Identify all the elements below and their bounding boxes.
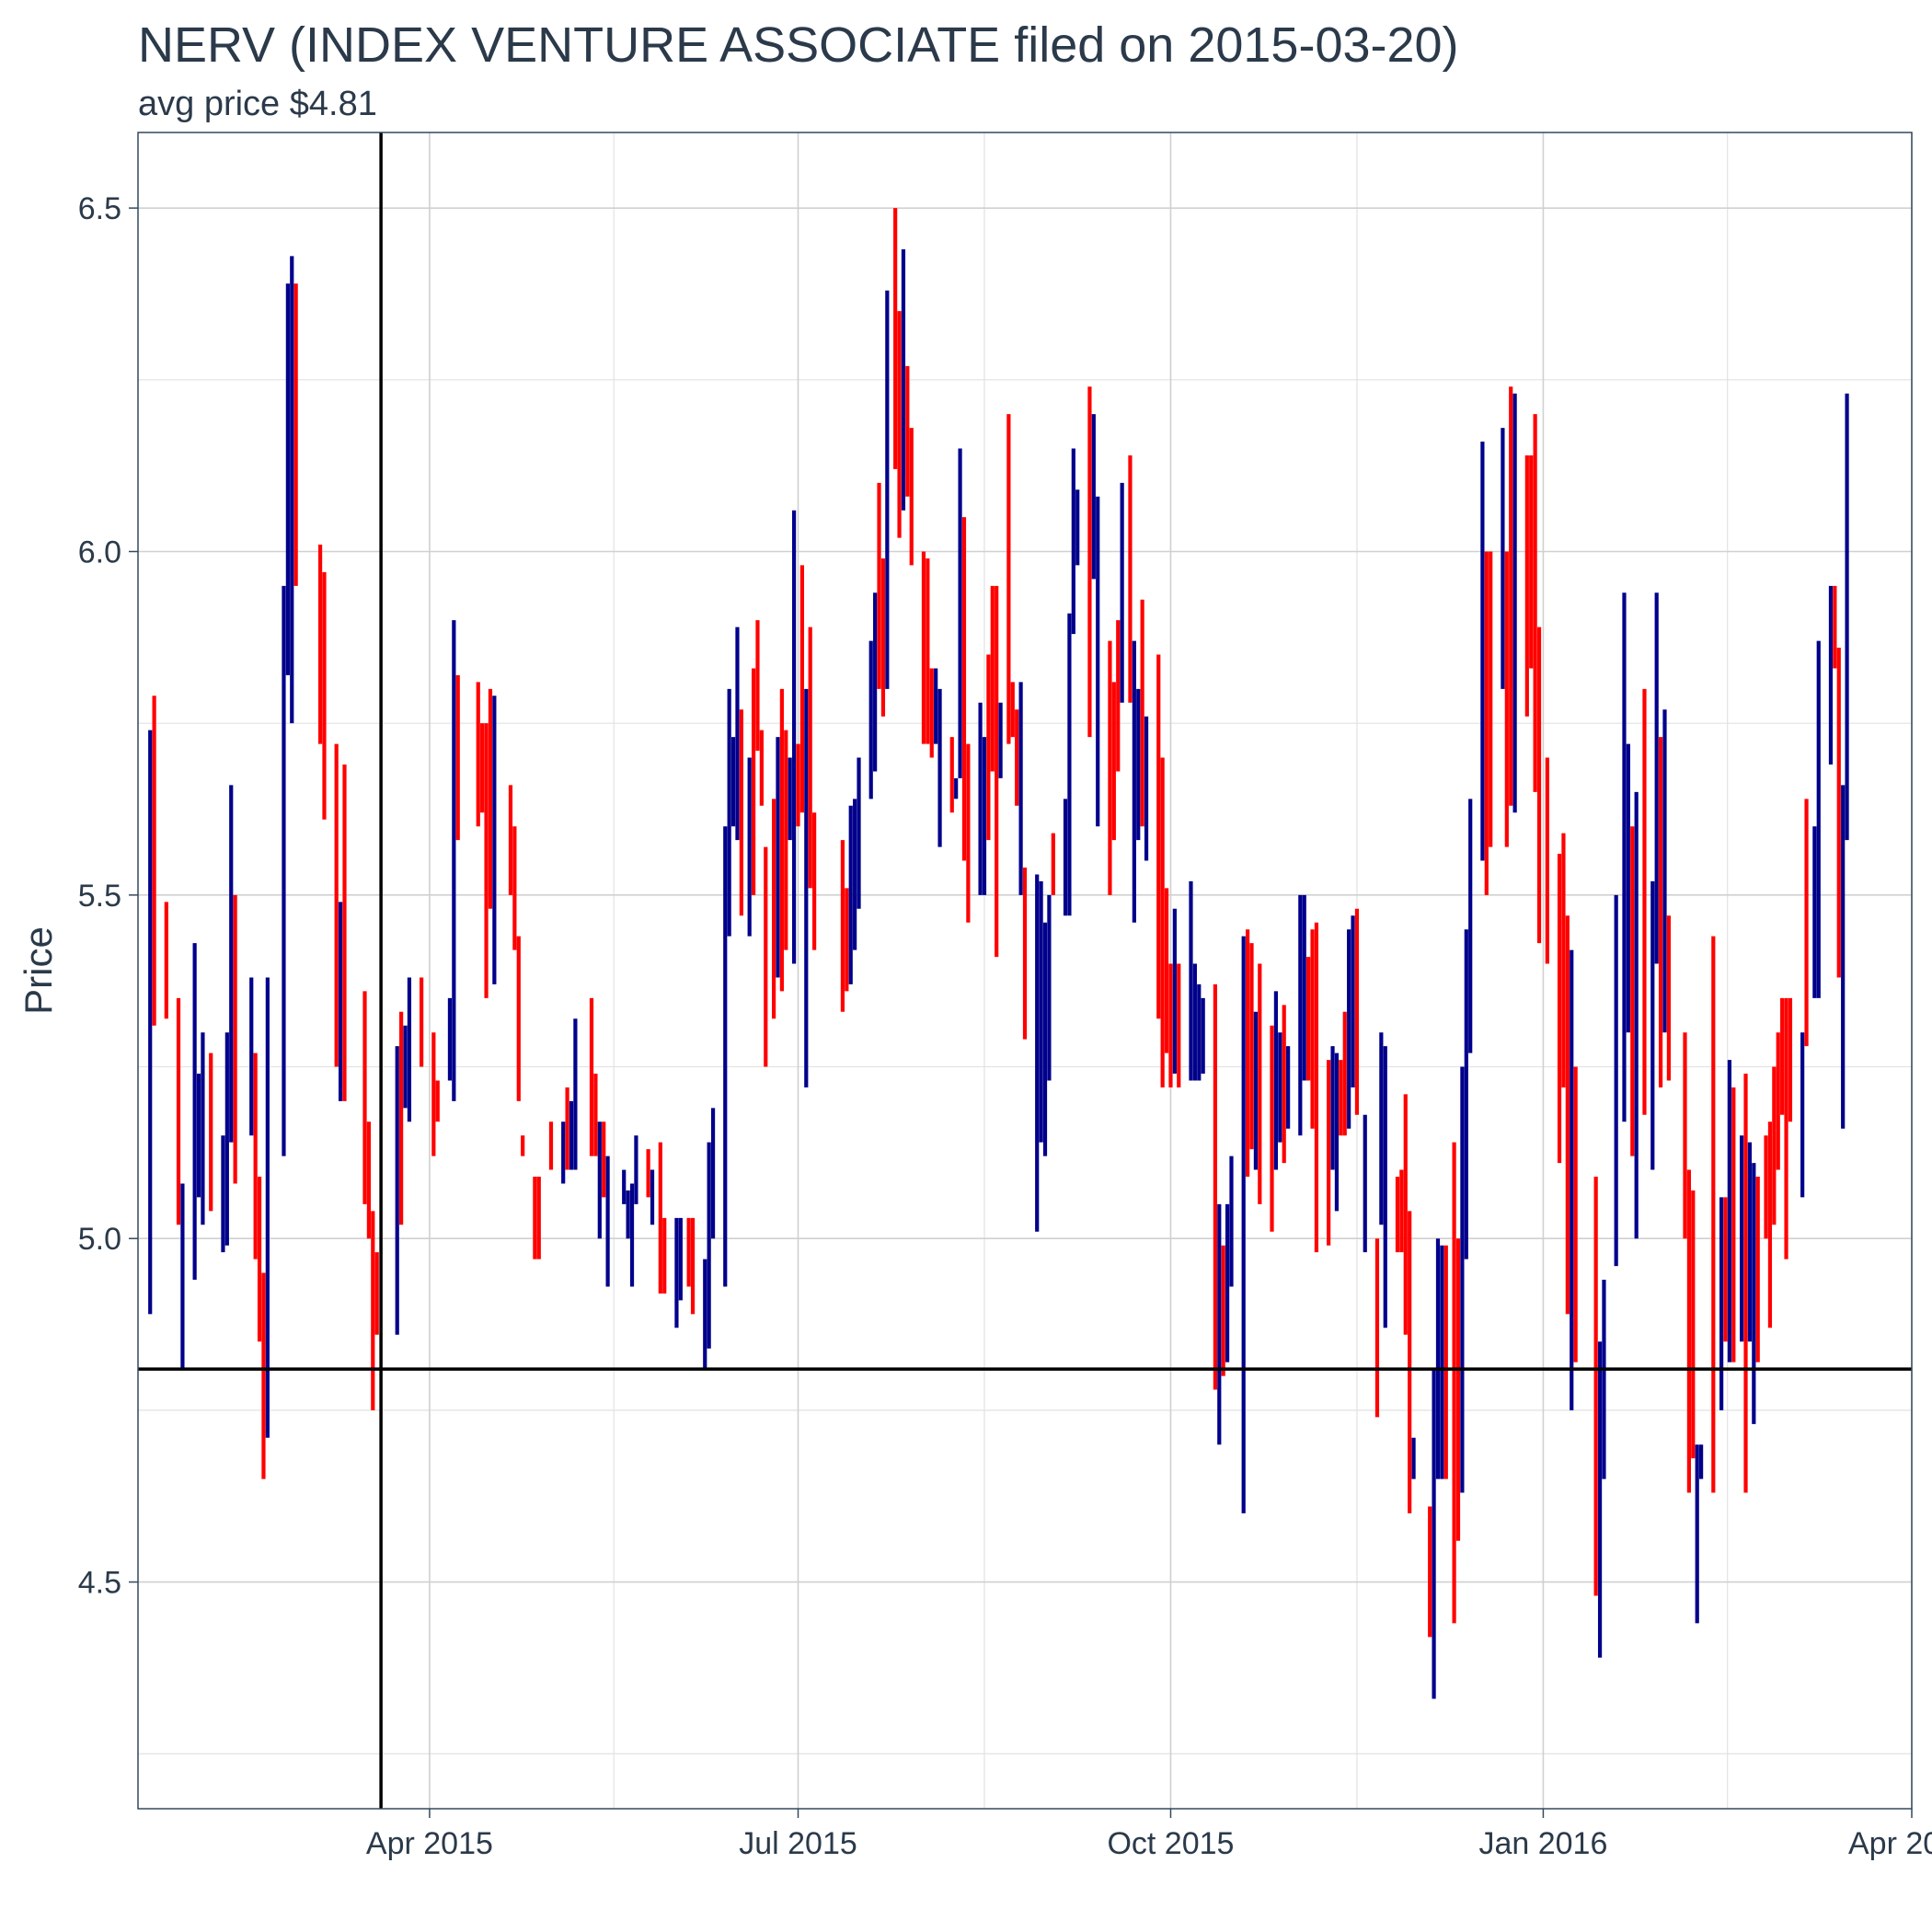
x-axis: Apr 2015 Jul 2015 Oct 2015 Jan 2016 Apr 2016	[366, 1809, 1932, 1861]
y-axis-title: Price	[17, 926, 60, 1015]
chart-subtitle: avg price $4.81	[138, 85, 377, 123]
x-tick-label: Jan 2016	[1478, 1826, 1607, 1861]
y-tick-label: 4.5	[78, 1566, 121, 1601]
y-axis: 4.5 5.0 5.5 6.0 6.5	[78, 191, 138, 1601]
x-tick-label: Apr 2015	[366, 1826, 493, 1861]
price-bars	[148, 208, 1849, 1699]
x-tick-label: Oct 2015	[1107, 1826, 1234, 1861]
y-tick-label: 6.5	[78, 191, 121, 226]
y-tick-label: 6.0	[78, 535, 121, 570]
chart-title: NERV (INDEX VENTURE ASSOCIATE filed on 2…	[138, 17, 1459, 73]
plot-border	[137, 132, 1913, 1810]
x-tick-label: Jul 2015	[739, 1826, 857, 1861]
y-tick-label: 5.5	[78, 879, 121, 914]
y-tick-label: 5.0	[78, 1222, 121, 1257]
reference-lines	[138, 132, 1912, 1809]
x-tick-label: Apr 2016	[1848, 1826, 1932, 1861]
